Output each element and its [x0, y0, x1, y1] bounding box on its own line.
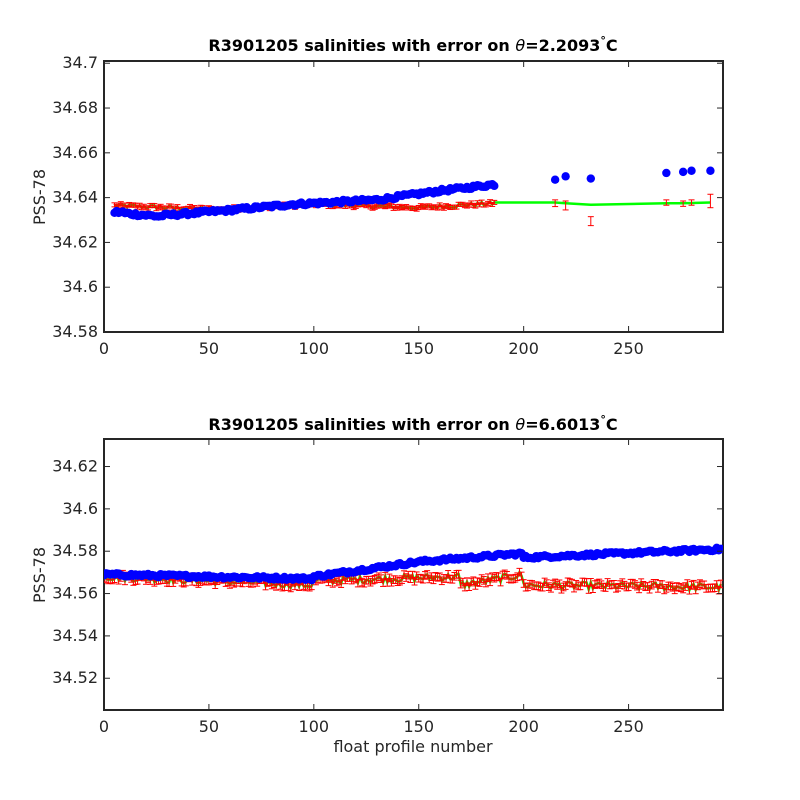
y-tick-label: 34.62 — [52, 232, 98, 251]
series-group — [104, 543, 723, 595]
float-point — [687, 166, 696, 175]
y-tick-label: 34.64 — [52, 188, 98, 207]
chart-title: R3901205 salinities with error on θ=2.20… — [208, 34, 617, 55]
series-group — [110, 166, 715, 227]
axis-ticks: 0 50 100 150 200 250 34.58 34.6 34.62 34.64 34.66 3… — [52, 53, 723, 358]
chart-panel-top: R3901205 salinities with error on θ=2.20… — [30, 34, 724, 358]
chart-title: R3901205 salinities with error on θ=6.60… — [208, 413, 617, 434]
y-tick-label: 34.68 — [52, 98, 98, 117]
float-point — [586, 174, 596, 183]
y-tick-label: 34.7 — [62, 53, 98, 72]
float-point — [706, 166, 715, 175]
y-tick-label: 34.52 — [52, 668, 98, 687]
y-tick-label: 34.6 — [62, 277, 98, 296]
y-tick-label: 34.58 — [52, 322, 98, 341]
x-tick-label: 150 — [403, 339, 434, 358]
x-tick-label: 0 — [99, 339, 109, 358]
x-tick-label: 200 — [508, 339, 539, 358]
axis-ticks: 0 50 100 150 200 250 34.52 34.54 34.56 34.58 34.6 3… — [52, 439, 723, 736]
float-point — [662, 168, 671, 178]
x-tick-label: 100 — [299, 717, 330, 736]
x-tick-label: 250 — [613, 717, 644, 736]
x-axis-label: float profile number — [333, 737, 493, 756]
chart-panel-bottom: R3901205 salinities with error on θ=6.60… — [30, 413, 724, 736]
x-tick-label: 0 — [99, 717, 109, 736]
y-tick-label: 34.54 — [52, 626, 98, 645]
x-tick-label: 100 — [299, 339, 330, 358]
x-tick-label: 50 — [199, 339, 219, 358]
x-tick-label: 250 — [613, 339, 644, 358]
x-tick-label: 150 — [403, 717, 434, 736]
y-tick-label: 34.58 — [52, 541, 98, 560]
data-marks — [110, 166, 715, 227]
data-marks — [104, 543, 723, 595]
x-tick-label: 200 — [508, 717, 539, 736]
y-tick-label: 34.66 — [52, 143, 98, 162]
y-tick-label: 34.56 — [52, 584, 98, 603]
y-axis-label: PSS-78 — [30, 547, 49, 603]
y-tick-label: 34.6 — [62, 499, 98, 518]
float-point — [490, 181, 499, 191]
float-point — [561, 172, 570, 181]
float-point — [550, 175, 560, 184]
x-tick-label: 50 — [199, 717, 219, 736]
y-axis-label: PSS-78 — [30, 169, 49, 225]
float-point — [678, 167, 688, 177]
y-tick-label: 34.62 — [52, 457, 98, 476]
